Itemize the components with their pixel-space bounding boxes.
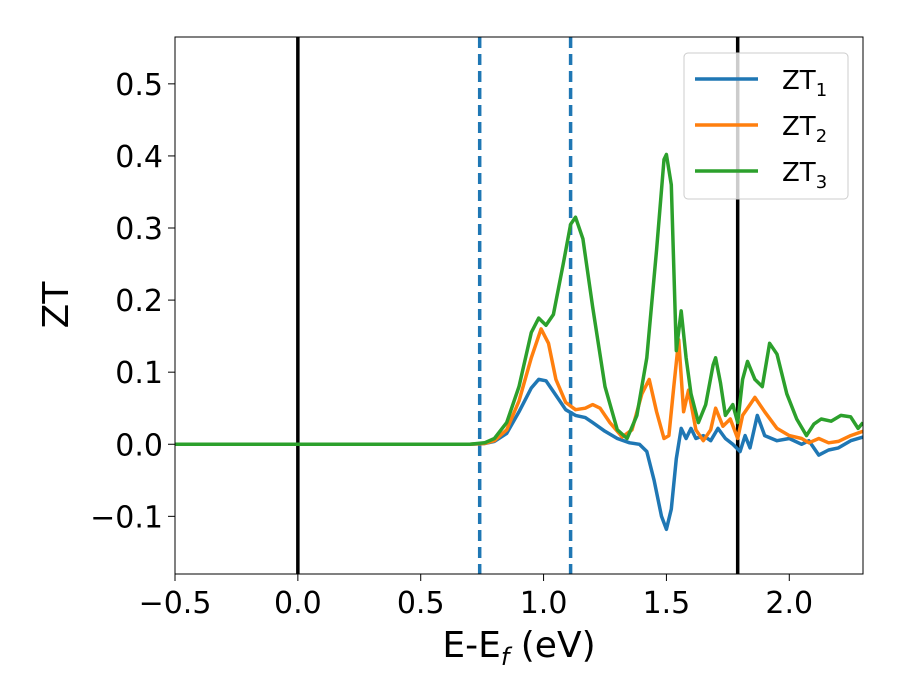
x-tick-label: 0.0 — [274, 586, 322, 621]
x-tick-label: 1.5 — [643, 586, 691, 621]
y-axis-label: ZT — [36, 281, 77, 329]
x-tick-label: 2.0 — [765, 586, 813, 621]
legend-label-zt1: ZT1 — [782, 66, 827, 101]
legend-label-zt2: ZT2 — [782, 112, 827, 147]
y-axis-ticks: −0.1 0.0 0.1 0.2 0.3 0.4 0.5 — [90, 68, 175, 535]
series-line-zt2 — [175, 327, 863, 447]
series-line-zt1 — [175, 377, 863, 532]
x-axis-label: E-Ef (eV) — [442, 625, 595, 671]
legend-label-zt3: ZT3 — [782, 158, 827, 193]
x-tick-label: −0.5 — [139, 586, 212, 621]
x-tick-label: 1.0 — [520, 586, 568, 621]
legend-box — [683, 52, 849, 200]
y-tick-label: 0.4 — [115, 140, 163, 175]
legend: ZT1 ZT2 ZT3 — [683, 52, 849, 200]
y-tick-label: 0.2 — [115, 284, 163, 319]
series-lines — [175, 152, 863, 532]
y-tick-label: 0.3 — [115, 212, 163, 247]
plot-frame — [174, 36, 864, 575]
y-tick-label: 0.1 — [115, 356, 163, 391]
y-tick-label: 0.5 — [115, 68, 163, 103]
y-tick-label: 0.0 — [115, 428, 163, 463]
y-tick-label: −0.1 — [90, 500, 163, 535]
x-tick-label: 0.5 — [397, 586, 445, 621]
x-axis-ticks: −0.5 0.0 0.5 1.0 1.5 2.0 — [139, 574, 813, 621]
series-line-zt3 — [175, 152, 863, 447]
